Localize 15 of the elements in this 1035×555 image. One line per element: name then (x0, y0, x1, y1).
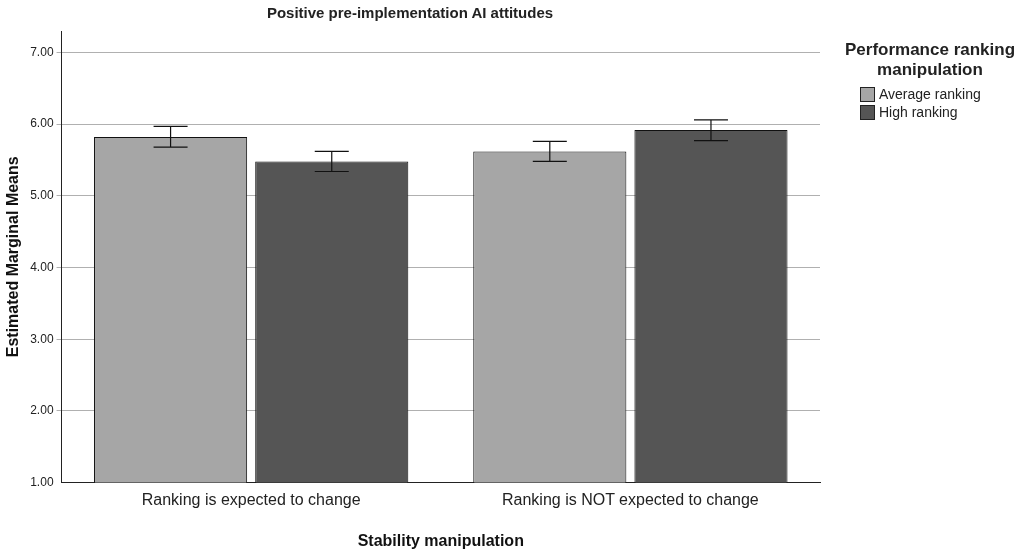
y-tick-label: 1.00 (30, 474, 54, 489)
x-tick-label: Ranking is expected to change (141, 490, 361, 508)
y-tick-label: 3.00 (30, 331, 54, 346)
x-tick-label: Ranking is NOT expected to change (502, 490, 759, 508)
y-tick-label: 5.00 (30, 188, 54, 203)
y-tick-label: 2.00 (30, 403, 54, 418)
legend-title: Performance ranking manipulation (843, 40, 1017, 80)
y-axis-title: Estimated Marginal Means (4, 156, 22, 358)
x-axis-title: Stability manipulation (357, 531, 524, 549)
y-tick-label: 6.00 (30, 116, 54, 131)
y-tick-label: 7.00 (30, 44, 54, 59)
legend-label: Average ranking (879, 86, 981, 102)
y-tick-label: 4.00 (30, 259, 54, 274)
legend-label: High ranking (879, 104, 958, 120)
chart-title: Positive pre-implementation AI attitudes (266, 4, 554, 22)
